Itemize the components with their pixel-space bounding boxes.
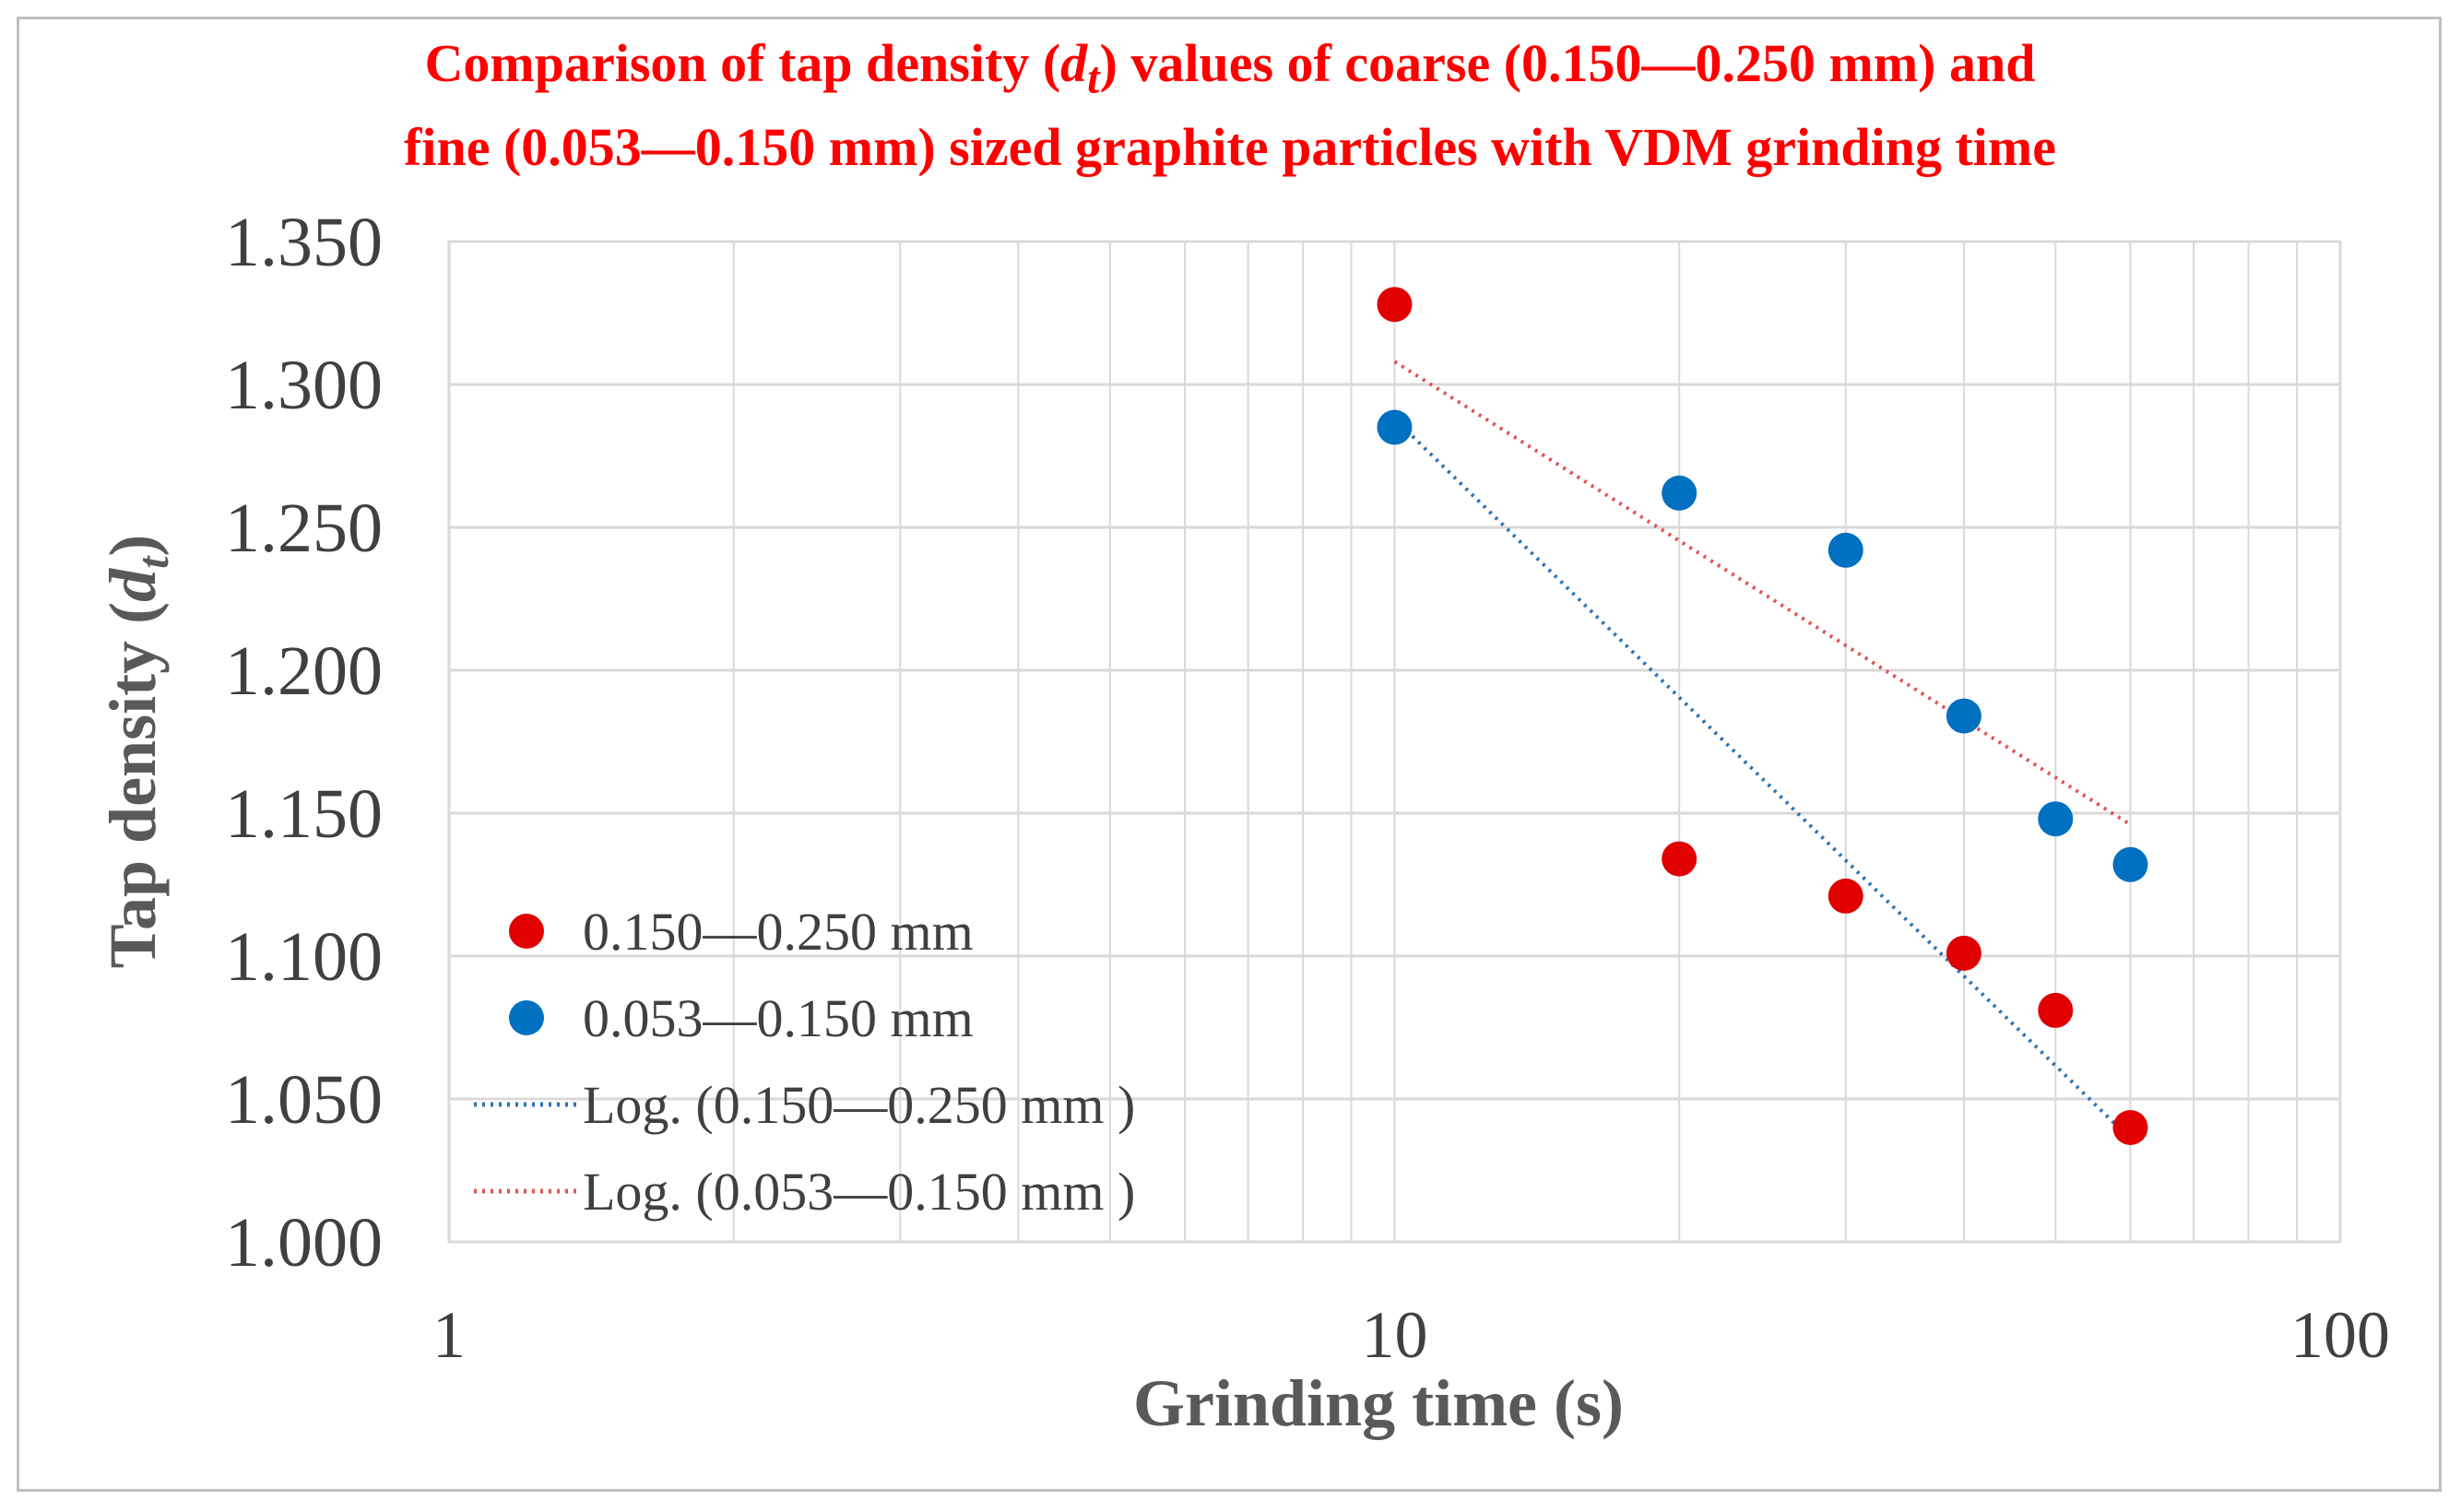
y-tick-label-0: 1.000 — [225, 1204, 383, 1282]
y-axis-title: Tap density (dt) — [96, 535, 178, 969]
trendlines — [1393, 360, 2132, 1140]
x-axis-ticks: 1 10 100 — [432, 1298, 2390, 1372]
legend-item-coarse: 0.150—0.250 mm — [509, 902, 974, 962]
point-series-0-3 — [1946, 935, 1981, 971]
trendline-series-3 — [1393, 360, 2132, 827]
legend-label-log-coarse: Log. (0.150—0.250 mm ) — [583, 1075, 1135, 1135]
point-series-1-0 — [1377, 409, 1413, 445]
point-series-1-3 — [1946, 698, 1981, 734]
y-tick-label-2: 1.100 — [225, 918, 383, 996]
point-series-1-4 — [2038, 801, 2074, 837]
chart-title: Comparison of tap density (dt) values of… — [0, 30, 2460, 182]
y-tick-label-5: 1.250 — [225, 490, 383, 567]
data-points — [1377, 287, 2148, 1145]
y-tick-label-3: 1.150 — [225, 775, 383, 853]
y-axis-ticks: 1.000 1.050 1.100 1.150 1.200 1.250 1.300 1.350 — [225, 204, 383, 1282]
point-series-1-1 — [1662, 475, 1697, 511]
legend-marker-fine — [509, 1000, 544, 1035]
x-axis-title: Grinding time (s) — [1133, 1366, 1624, 1440]
point-series-1-2 — [1827, 532, 1863, 568]
point-series-0-5 — [2112, 1110, 2148, 1145]
trendline-series-2 — [1393, 417, 2132, 1140]
point-series-1-5 — [2112, 846, 2148, 882]
chart-frame — [17, 17, 2442, 1492]
y-tick-label-1: 1.050 — [225, 1061, 383, 1139]
legend-label-coarse: 0.150—0.250 mm — [583, 902, 974, 962]
y-tick-label-7: 1.350 — [225, 204, 383, 281]
chart-title-line-2: fine (0.053—0.150 mm) sized graphite par… — [404, 116, 2056, 177]
point-series-0-0 — [1377, 287, 1413, 323]
legend-item-log-fine: Log. (0.053—0.150 mm ) — [474, 1162, 1135, 1222]
legend-label-fine: 0.053—0.150 mm — [583, 988, 974, 1048]
x-tick-label-2: 100 — [2290, 1298, 2390, 1372]
legend-marker-coarse — [509, 914, 544, 949]
point-series-0-4 — [2038, 992, 2074, 1028]
point-series-0-1 — [1662, 841, 1697, 877]
x-tick-label-1: 10 — [1362, 1298, 1428, 1372]
y-tick-label-4: 1.200 — [225, 632, 383, 710]
x-tick-label-0: 1 — [432, 1298, 466, 1372]
point-series-0-2 — [1827, 878, 1863, 914]
plot-area-border — [447, 240, 2342, 1244]
y-tick-label-6: 1.300 — [225, 347, 383, 424]
legend: 0.150—0.250 mm 0.053—0.150 mm Log. (0.15… — [474, 902, 1135, 1222]
legend-label-log-fine: Log. (0.053—0.150 mm ) — [583, 1162, 1135, 1222]
legend-item-fine: 0.053—0.150 mm — [509, 988, 974, 1048]
chart-title-line-1: Comparison of tap density (dt) values of… — [424, 33, 2036, 103]
legend-item-log-coarse: Log. (0.150—0.250 mm ) — [474, 1075, 1135, 1135]
